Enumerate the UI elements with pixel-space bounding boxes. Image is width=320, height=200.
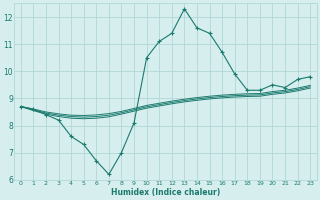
X-axis label: Humidex (Indice chaleur): Humidex (Indice chaleur) [111,188,220,197]
